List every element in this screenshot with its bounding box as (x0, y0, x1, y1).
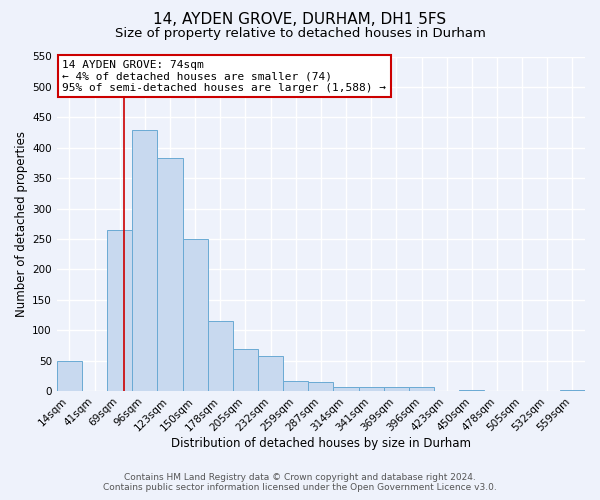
Bar (57, 360, 82, 391)
X-axis label: Distribution of detached houses by size in Durham: Distribution of detached houses by size … (171, 437, 471, 450)
Bar (182, 239, 208, 391)
Bar (308, 382, 334, 391)
Bar (208, 321, 233, 391)
Bar (157, 158, 182, 391)
Bar (560, 390, 585, 391)
Bar (258, 356, 283, 391)
Text: 14, AYDEN GROVE, DURHAM, DH1 5FS: 14, AYDEN GROVE, DURHAM, DH1 5FS (154, 12, 446, 28)
Text: 14 AYDEN GROVE: 74sqm
← 4% of detached houses are smaller (74)
95% of semi-detac: 14 AYDEN GROVE: 74sqm ← 4% of detached h… (62, 60, 386, 93)
Bar (334, 388, 359, 391)
Text: Contains HM Land Registry data © Crown copyright and database right 2024.
Contai: Contains HM Land Registry data © Crown c… (103, 473, 497, 492)
Bar (359, 388, 384, 391)
Text: Size of property relative to detached houses in Durham: Size of property relative to detached ho… (115, 28, 485, 40)
Bar (384, 388, 409, 391)
Bar (283, 381, 308, 391)
Bar (409, 388, 434, 391)
Bar (107, 230, 132, 391)
Bar (233, 348, 258, 391)
Bar (132, 130, 157, 391)
Y-axis label: Number of detached properties: Number of detached properties (15, 131, 28, 317)
Bar (459, 390, 484, 391)
